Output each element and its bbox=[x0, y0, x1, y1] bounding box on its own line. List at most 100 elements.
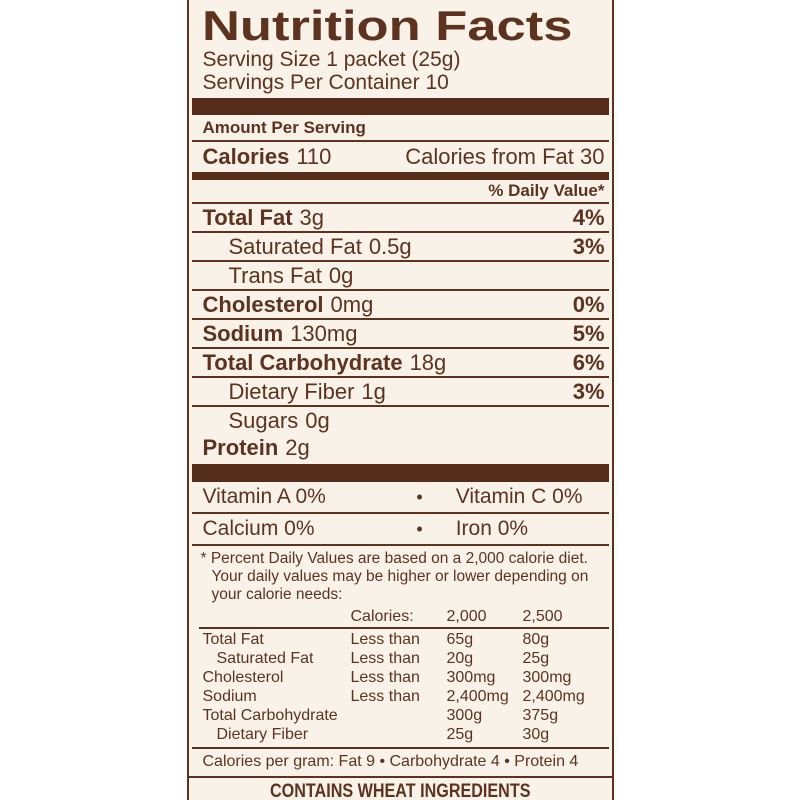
table-row: Total Fat Less than 65g 80g bbox=[203, 630, 609, 649]
nutrient-row-cholesterol: Cholesterol 0mg 0% bbox=[192, 291, 609, 318]
divider-rule bbox=[191, 318, 609, 320]
nutrient-amount: 18g bbox=[409, 350, 447, 375]
nutrition-facts-box: Nutrition Facts Serving Size 1 packet (2… bbox=[186, 0, 614, 778]
calories-value: 110 bbox=[296, 144, 332, 169]
nutrient-daily-value: 6% bbox=[572, 350, 605, 375]
separator-bar-medium bbox=[191, 172, 609, 180]
calories-label: Calories bbox=[202, 144, 290, 169]
nutrient-daily-value: 3% bbox=[572, 234, 605, 259]
divider-rule bbox=[191, 231, 609, 233]
amount-per-serving-label: Amount Per Serving bbox=[202, 118, 366, 137]
serving-size-text: Serving Size 1 packet (25g) bbox=[202, 48, 461, 71]
table-cell-qualifier: Less than bbox=[350, 669, 420, 686]
nutrition-label: Nutrition Facts Serving Size 1 packet (2… bbox=[186, 0, 614, 800]
table-header-calories: Calories: bbox=[350, 608, 414, 625]
nutrient-amount: 0.5g bbox=[368, 234, 412, 259]
label-header: Nutrition Facts bbox=[192, 0, 609, 48]
table-cell-2500: 300mg bbox=[522, 669, 572, 686]
table-row: Dietary Fiber 25g 30g bbox=[203, 725, 609, 744]
nutrient-name: Dietary Fiber bbox=[228, 379, 355, 404]
table-cell-2500: 30g bbox=[522, 726, 550, 743]
table-cell-2000: 300g bbox=[446, 707, 483, 724]
nutrient-amount: 130mg bbox=[290, 321, 358, 346]
iron-value: Iron 0% bbox=[455, 517, 529, 540]
table-cell-2000: 20g bbox=[446, 650, 474, 667]
divider-rule bbox=[191, 202, 609, 204]
nutrient-row-protein: Protein 2g bbox=[192, 434, 609, 461]
footnote-line: your calorie needs: bbox=[211, 586, 343, 603]
table-cell-2000: 25g bbox=[446, 726, 474, 743]
bullet-separator: • bbox=[416, 519, 423, 539]
divider-rule bbox=[198, 627, 609, 629]
nutrient-row-trans-fat: Trans Fat 0g bbox=[192, 262, 609, 289]
footnote-line: * Percent Daily Values are based on a 2,… bbox=[200, 550, 588, 567]
vitamin-row-calcium-iron: Calcium 0% • Iron 0% bbox=[192, 514, 609, 544]
nutrient-amount: 0g bbox=[328, 263, 354, 288]
nutrient-row-saturated-fat: Saturated Fat 0.5g 3% bbox=[192, 233, 609, 260]
divider-rule bbox=[191, 260, 609, 262]
table-cell-name: Total Fat bbox=[202, 631, 264, 648]
nutrition-facts-title: Nutrition Facts bbox=[201, 2, 572, 49]
divider-rule bbox=[191, 405, 609, 407]
table-cell-name: Cholesterol bbox=[202, 669, 284, 686]
table-cell-2000: 65g bbox=[446, 631, 474, 648]
table-row: Saturated Fat Less than 20g 25g bbox=[203, 649, 609, 668]
table-cell-qualifier bbox=[351, 706, 447, 725]
nutrient-amount: 0g bbox=[305, 408, 330, 433]
daily-value-header: % Daily Value* bbox=[488, 181, 605, 200]
divider-rule bbox=[191, 544, 609, 546]
nutrient-row-sodium: Sodium 130mg 5% bbox=[192, 320, 609, 347]
nutrient-amount: 2g bbox=[285, 435, 310, 460]
nutrient-name: Protein bbox=[202, 435, 279, 460]
separator-bar-thick-bottom bbox=[191, 464, 609, 482]
table-cell-qualifier: Less than bbox=[350, 631, 420, 648]
vitamin-a-value: Vitamin A 0% bbox=[202, 485, 326, 508]
table-header-2500: 2,500 bbox=[522, 608, 563, 625]
table-cell-name: Sodium bbox=[202, 688, 257, 705]
table-cell-2500: 80g bbox=[522, 631, 550, 648]
table-cell-name: Dietary Fiber bbox=[216, 726, 309, 743]
calories-per-gram-text: Calories per gram: Fat 9 • Carbohydrate … bbox=[202, 753, 579, 770]
table-header-blank bbox=[203, 607, 351, 626]
allergen-statement-text: CONTAINS WHEAT INGREDIENTS bbox=[269, 781, 531, 800]
table-cell-name: Saturated Fat bbox=[216, 650, 314, 667]
table-cell-2500: 25g bbox=[522, 650, 550, 667]
nutrient-amount: 0mg bbox=[330, 292, 374, 317]
nutrient-daily-value: 0% bbox=[572, 292, 605, 317]
footnote-line: Your daily values may be higher or lower… bbox=[211, 568, 589, 585]
nutrient-name: Sugars bbox=[228, 408, 299, 433]
divider-rule bbox=[191, 512, 609, 514]
table-cell-2000: 300mg bbox=[446, 669, 496, 686]
table-row: Cholesterol Less than 300mg 300mg bbox=[203, 668, 609, 687]
table-cell-2000: 2,400mg bbox=[446, 688, 509, 705]
nutrient-name: Cholesterol bbox=[202, 292, 324, 317]
table-cell-qualifier: Less than bbox=[350, 688, 420, 705]
nutrient-daily-value: 4% bbox=[572, 205, 605, 230]
divider-rule bbox=[191, 347, 609, 349]
separator-bar-thick-top bbox=[191, 98, 609, 115]
nutrient-row-total-fat: Total Fat 3g 4% bbox=[192, 204, 609, 231]
bullet-separator: • bbox=[416, 487, 423, 507]
calories-row: Calories 110 Calories from Fat 30 bbox=[192, 142, 609, 172]
divider-rule bbox=[191, 140, 609, 142]
calories-from-fat: Calories from Fat 30 bbox=[405, 144, 605, 169]
nutrient-row-dietary-fiber: Dietary Fiber 1g 3% bbox=[192, 378, 609, 405]
nutrient-row-sugars: Sugars 0g bbox=[192, 407, 609, 434]
nutrient-name: Trans Fat bbox=[228, 263, 322, 288]
nutrient-row-total-carbohydrate: Total Carbohydrate 18g 6% bbox=[192, 349, 609, 376]
nutrient-name: Total Carbohydrate bbox=[202, 350, 403, 375]
table-header-2000: 2,000 bbox=[446, 608, 487, 625]
table-cell-qualifier: Less than bbox=[350, 650, 420, 667]
table-row: Sodium Less than 2,400mg 2,400mg bbox=[203, 687, 609, 706]
nutrient-name: Sodium bbox=[202, 321, 284, 346]
nutrient-amount: 1g bbox=[361, 379, 386, 404]
servings-per-container-text: Servings Per Container 10 bbox=[202, 71, 449, 94]
calcium-value: Calcium 0% bbox=[202, 517, 315, 540]
daily-value-footnote: * Percent Daily Values are based on a 2,… bbox=[192, 546, 609, 607]
divider-rule bbox=[191, 376, 609, 378]
nutrient-amount: 3g bbox=[299, 205, 325, 230]
vitamin-c-value: Vitamin C 0% bbox=[455, 485, 583, 508]
nutrient-daily-value: 3% bbox=[572, 379, 605, 404]
table-cell-qualifier bbox=[351, 725, 447, 744]
